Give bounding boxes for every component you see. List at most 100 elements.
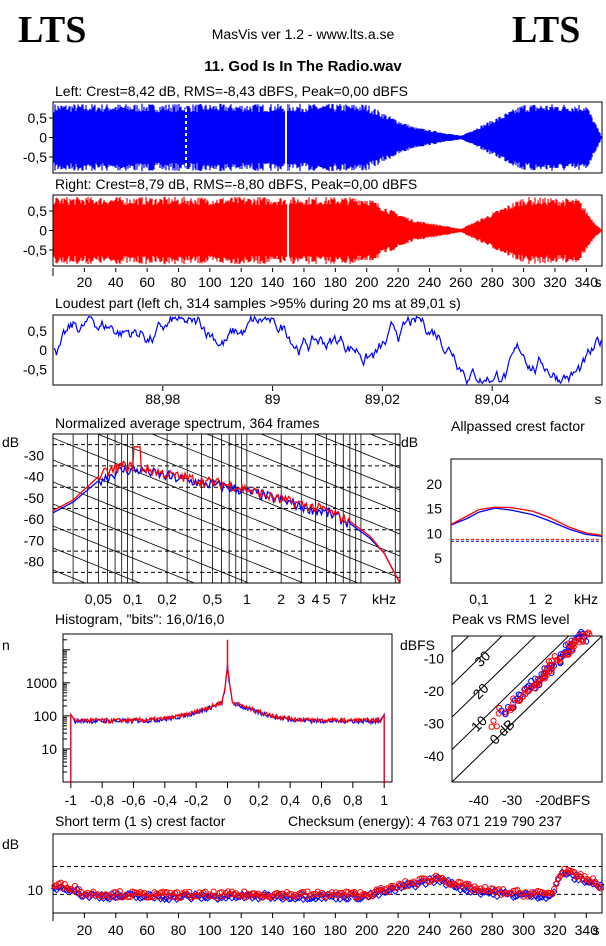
right_waveform-ytick-label: 0,5 (28, 203, 48, 219)
allpassed_crest-xtick-label: 1 (529, 591, 537, 607)
short_term_crest-point (161, 889, 168, 896)
short_term_crest-point (147, 894, 154, 901)
spectrum-xtick-label: 4 (312, 591, 320, 607)
short_term_crest-point (220, 893, 227, 900)
short_term_crest-point (553, 880, 560, 888)
spectrum-slope-line (205, 434, 400, 513)
short_term_crest-xtick-label: 100 (198, 922, 222, 938)
histogram-xtick-label: 0 (224, 792, 232, 808)
right_waveform-xtick-label: 80 (171, 274, 187, 290)
short_term_crest-point (222, 894, 230, 902)
short_term_crest-point (549, 891, 556, 898)
peak_vs_rms-diagonal-line (452, 636, 570, 751)
peak_vs_rms-point (556, 655, 563, 662)
allpassed_crest-xunit: kHz (574, 591, 598, 607)
allpassed_crest-series-line (450, 507, 603, 538)
spectrum-series-line (52, 446, 401, 583)
peak_vs_rms-point (548, 665, 556, 673)
short_term_crest-point (312, 895, 320, 903)
right_waveform-signal (53, 196, 602, 265)
short_term_crest-point (106, 893, 113, 900)
loudest_part-ytick-label: 0,5 (28, 323, 48, 339)
short_term_crest-point (385, 888, 393, 896)
right_waveform-xtick-label: 340 (575, 274, 599, 290)
allpassed_crest-frame (450, 458, 603, 584)
short_term_crest-frame (52, 833, 603, 914)
short_term_crest-point (112, 889, 119, 896)
peak_vs_rms-ytick-label: -10 (424, 651, 444, 667)
spectrum-slope-line (260, 434, 400, 491)
peak_vs_rms-xtick-label: -40 (469, 792, 489, 808)
short_term_crest-point (243, 894, 250, 901)
peak_vs_rms-ytick-label: -20 (424, 683, 444, 699)
peak_vs_rms-point (503, 709, 510, 716)
loudest_part-ytick-label: -0,5 (23, 361, 47, 377)
spectrum-slope-line (53, 437, 400, 579)
peak_vs_rms-point (516, 696, 524, 704)
short_term_crest-xtick-label: 160 (292, 922, 316, 938)
spectrum-xunit: kHz (372, 591, 396, 607)
right_waveform-xtick-label: 60 (139, 274, 155, 290)
loudest_part-xtick-label: 89 (265, 391, 281, 407)
peak_vs_rms-point (551, 652, 558, 660)
peak_vs_rms-title: Peak vs RMS level (452, 611, 569, 627)
short_term_crest-point (536, 893, 544, 901)
spectrum-ytick-label: -50 (24, 490, 44, 506)
short_term_crest-point (449, 880, 456, 888)
short_term_crest-point (71, 882, 79, 890)
loudest_part-xunit: s (595, 391, 602, 407)
short_term_crest-xtick-label: 200 (355, 922, 379, 938)
allpassed_crest-xtick-label: 0,1 (469, 591, 489, 607)
logo-left: LTS (18, 9, 87, 51)
histogram-series-line (67, 666, 388, 783)
loudest_part-line (53, 314, 602, 386)
peak_vs_rms-point (532, 685, 539, 692)
peak_vs_rms-point (578, 629, 585, 636)
peak_vs_rms-point (565, 650, 572, 658)
right_waveform-xtick-label: 140 (261, 274, 285, 290)
short_term_crest-point (281, 894, 289, 901)
right_waveform-xtick-label: 220 (386, 274, 410, 290)
left_waveform-ytick-label: 0,5 (28, 110, 48, 126)
peak_vs_rms-point (535, 675, 542, 683)
short_term_crest-xtick-label: 300 (512, 922, 536, 938)
short_term_crest-plot (51, 833, 605, 921)
short_term_crest-point (355, 894, 362, 901)
histogram-xtick-label: 0,2 (249, 792, 269, 808)
short_term_crest-point (597, 885, 605, 892)
loudest_part-xtick-label: 89,04 (475, 391, 510, 407)
short_term_crest-point (465, 881, 472, 888)
short_term_crest-point (157, 895, 165, 903)
short_term_crest-xtick-label: 120 (230, 922, 254, 938)
peak_vs_rms-point (536, 677, 543, 684)
peak_vs_rms-diagonal-line (452, 636, 602, 782)
right_waveform-xtick-label: 100 (198, 274, 222, 290)
peak_vs_rms-point (490, 717, 497, 724)
spectrum-slope-line (53, 547, 141, 583)
peak_vs_rms-point (577, 632, 584, 639)
spectrum-slope-line (53, 525, 196, 583)
peak_vs_rms-ytick-label: -30 (424, 716, 444, 732)
short_term_crest-point (571, 876, 579, 884)
short_term_crest-point (400, 883, 407, 891)
short_term_crest-point (124, 893, 132, 901)
right_waveform-xtick-label: 120 (230, 274, 254, 290)
short_term_crest-point (479, 887, 486, 894)
short_term_crest-point (351, 888, 358, 896)
short_term_crest-point (467, 884, 474, 891)
allpassed_crest-ytick-label: 15 (426, 501, 442, 517)
peak_vs_rms-point (516, 697, 523, 705)
histogram-title: Histogram, "bits": 16,0/16,0 (55, 611, 225, 627)
short_term_crest-point (375, 891, 383, 899)
histogram-plot (62, 633, 393, 788)
peak_vs_rms-point (495, 710, 502, 717)
right_waveform-xtick-label: 160 (292, 274, 316, 290)
short_term_crest-xtick-label: 260 (449, 922, 473, 938)
short_term_crest-point (126, 893, 134, 901)
short_term_crest-xtick-label: 320 (543, 922, 567, 938)
short_term_crest-point (186, 888, 193, 896)
spectrum-xtick-label: 5 (323, 591, 331, 607)
histogram-ytick-label: 1000 (26, 675, 57, 691)
allpassed_crest-ytick-label: 20 (426, 476, 442, 492)
spectrum-slope-line (314, 434, 400, 469)
